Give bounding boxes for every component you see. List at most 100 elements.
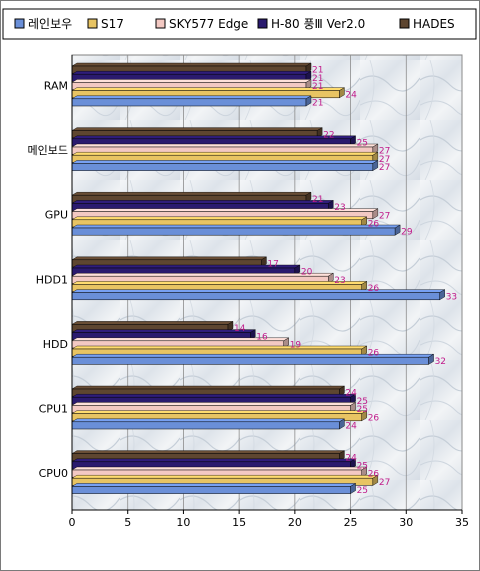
bar-top-face bbox=[71, 281, 368, 285]
bar-top-face bbox=[71, 200, 335, 204]
bar-side-face bbox=[361, 466, 367, 478]
bar-top-face bbox=[71, 289, 446, 293]
x-tick-label: 5 bbox=[124, 516, 131, 529]
bar bbox=[71, 329, 257, 341]
bar-value-label: 21 bbox=[312, 82, 323, 92]
bar-side-face bbox=[428, 353, 434, 365]
bar-front-face bbox=[71, 486, 351, 494]
bar bbox=[71, 418, 346, 430]
bar-top-face bbox=[71, 410, 368, 414]
bar-value-label: 33 bbox=[446, 292, 457, 302]
bar-side-face bbox=[350, 135, 356, 147]
legend-item: HADES bbox=[399, 17, 455, 31]
bar-top-face bbox=[71, 127, 323, 131]
bar-top-face bbox=[71, 264, 301, 269]
value-labels: 2121212421222527272721232726291720232633… bbox=[234, 66, 457, 496]
bar-side-face bbox=[372, 143, 379, 155]
legend-swatch bbox=[155, 18, 166, 29]
category-label: HDD1 bbox=[36, 273, 68, 286]
bar-value-label: 29 bbox=[401, 228, 413, 238]
bar-side-face bbox=[361, 345, 367, 357]
bar-front-face bbox=[71, 98, 307, 107]
bar-front-face bbox=[71, 163, 374, 171]
legend-label: H-80 풍Ⅲ Ver2.0 bbox=[271, 17, 365, 31]
bar-side-face bbox=[339, 450, 345, 462]
x-tick-label: 15 bbox=[232, 516, 246, 529]
bar-top-face bbox=[71, 321, 234, 325]
bar-value-label: 25 bbox=[357, 139, 368, 149]
bar-top-face bbox=[71, 394, 357, 398]
bar bbox=[71, 483, 357, 494]
bar-side-face bbox=[372, 160, 379, 171]
bar-side-face bbox=[305, 70, 312, 82]
bar-top-face bbox=[71, 418, 346, 422]
bar-top-face bbox=[71, 143, 379, 148]
bar bbox=[71, 474, 379, 486]
bar bbox=[71, 393, 357, 405]
bar-value-label: 25 bbox=[357, 486, 368, 496]
bar bbox=[71, 345, 368, 357]
bar-top-face bbox=[71, 95, 312, 100]
bar-top-face bbox=[71, 151, 379, 156]
bar-side-face bbox=[305, 191, 312, 203]
bar-value-label: 24 bbox=[345, 422, 357, 432]
bar-top-face bbox=[71, 160, 379, 164]
bar-value-label: 24 bbox=[345, 389, 357, 399]
bar-top-face bbox=[71, 224, 401, 229]
bar-side-face bbox=[339, 418, 345, 430]
bar-side-face bbox=[372, 151, 379, 163]
bar-side-face bbox=[350, 402, 356, 413]
x-tick-label: 25 bbox=[344, 516, 358, 529]
bar-top-face bbox=[71, 273, 335, 277]
bar-side-face bbox=[328, 272, 334, 284]
bar-top-face bbox=[71, 475, 379, 479]
bar bbox=[71, 216, 368, 228]
bar-side-face bbox=[372, 208, 379, 220]
bar bbox=[71, 224, 401, 236]
legend-item: H-80 풍Ⅲ Ver2.0 bbox=[257, 17, 365, 31]
bar-top-face bbox=[71, 402, 357, 406]
bar-side-face bbox=[261, 256, 267, 268]
x-tick-label: 30 bbox=[399, 516, 413, 529]
bar-value-label: 26 bbox=[368, 349, 380, 359]
bar bbox=[71, 337, 290, 349]
legend-swatch bbox=[87, 18, 98, 29]
bar-side-face bbox=[372, 474, 379, 486]
legend-item: SKY577 Edge bbox=[155, 17, 248, 31]
bar-side-face bbox=[350, 393, 356, 405]
bar-value-label: 27 bbox=[379, 211, 390, 221]
category-label: GPU bbox=[45, 209, 68, 222]
bar-side-face bbox=[361, 281, 367, 292]
bar-side-face bbox=[350, 458, 356, 470]
bar-side-face bbox=[294, 264, 301, 276]
bar-front-face bbox=[71, 421, 340, 430]
bar-side-face bbox=[394, 224, 401, 236]
x-tick-label: 35 bbox=[455, 516, 469, 529]
bar-value-label: 27 bbox=[379, 155, 390, 165]
bar-top-face bbox=[71, 208, 379, 212]
bar-side-face bbox=[316, 127, 323, 139]
bar bbox=[71, 289, 446, 301]
bar-value-label: 23 bbox=[334, 203, 345, 213]
bar-top-face bbox=[71, 70, 312, 75]
bar bbox=[71, 127, 323, 139]
legend-swatch bbox=[14, 18, 25, 29]
bar-top-face bbox=[71, 256, 268, 260]
legend-swatch bbox=[257, 18, 268, 29]
legend-label: HADES bbox=[413, 17, 455, 31]
bar-value-label: 21 bbox=[312, 66, 323, 76]
bar-value-label: 21 bbox=[312, 99, 323, 109]
bar-top-face bbox=[71, 385, 346, 390]
bar-value-label: 19 bbox=[290, 341, 302, 351]
legend-item: 레인보우 bbox=[14, 17, 72, 31]
bar-value-label: 26 bbox=[368, 470, 380, 480]
bar-side-face bbox=[283, 337, 289, 349]
legend-label: SKY577 Edge bbox=[169, 17, 248, 31]
category-label: HDD bbox=[43, 338, 68, 351]
bar-value-label: 26 bbox=[368, 220, 380, 230]
bar-value-label: 25 bbox=[357, 462, 368, 472]
bar-value-label: 23 bbox=[334, 276, 345, 286]
bar-side-face bbox=[250, 329, 256, 341]
bar-front-face bbox=[71, 292, 440, 301]
category-label: 메인보드 bbox=[28, 144, 68, 157]
